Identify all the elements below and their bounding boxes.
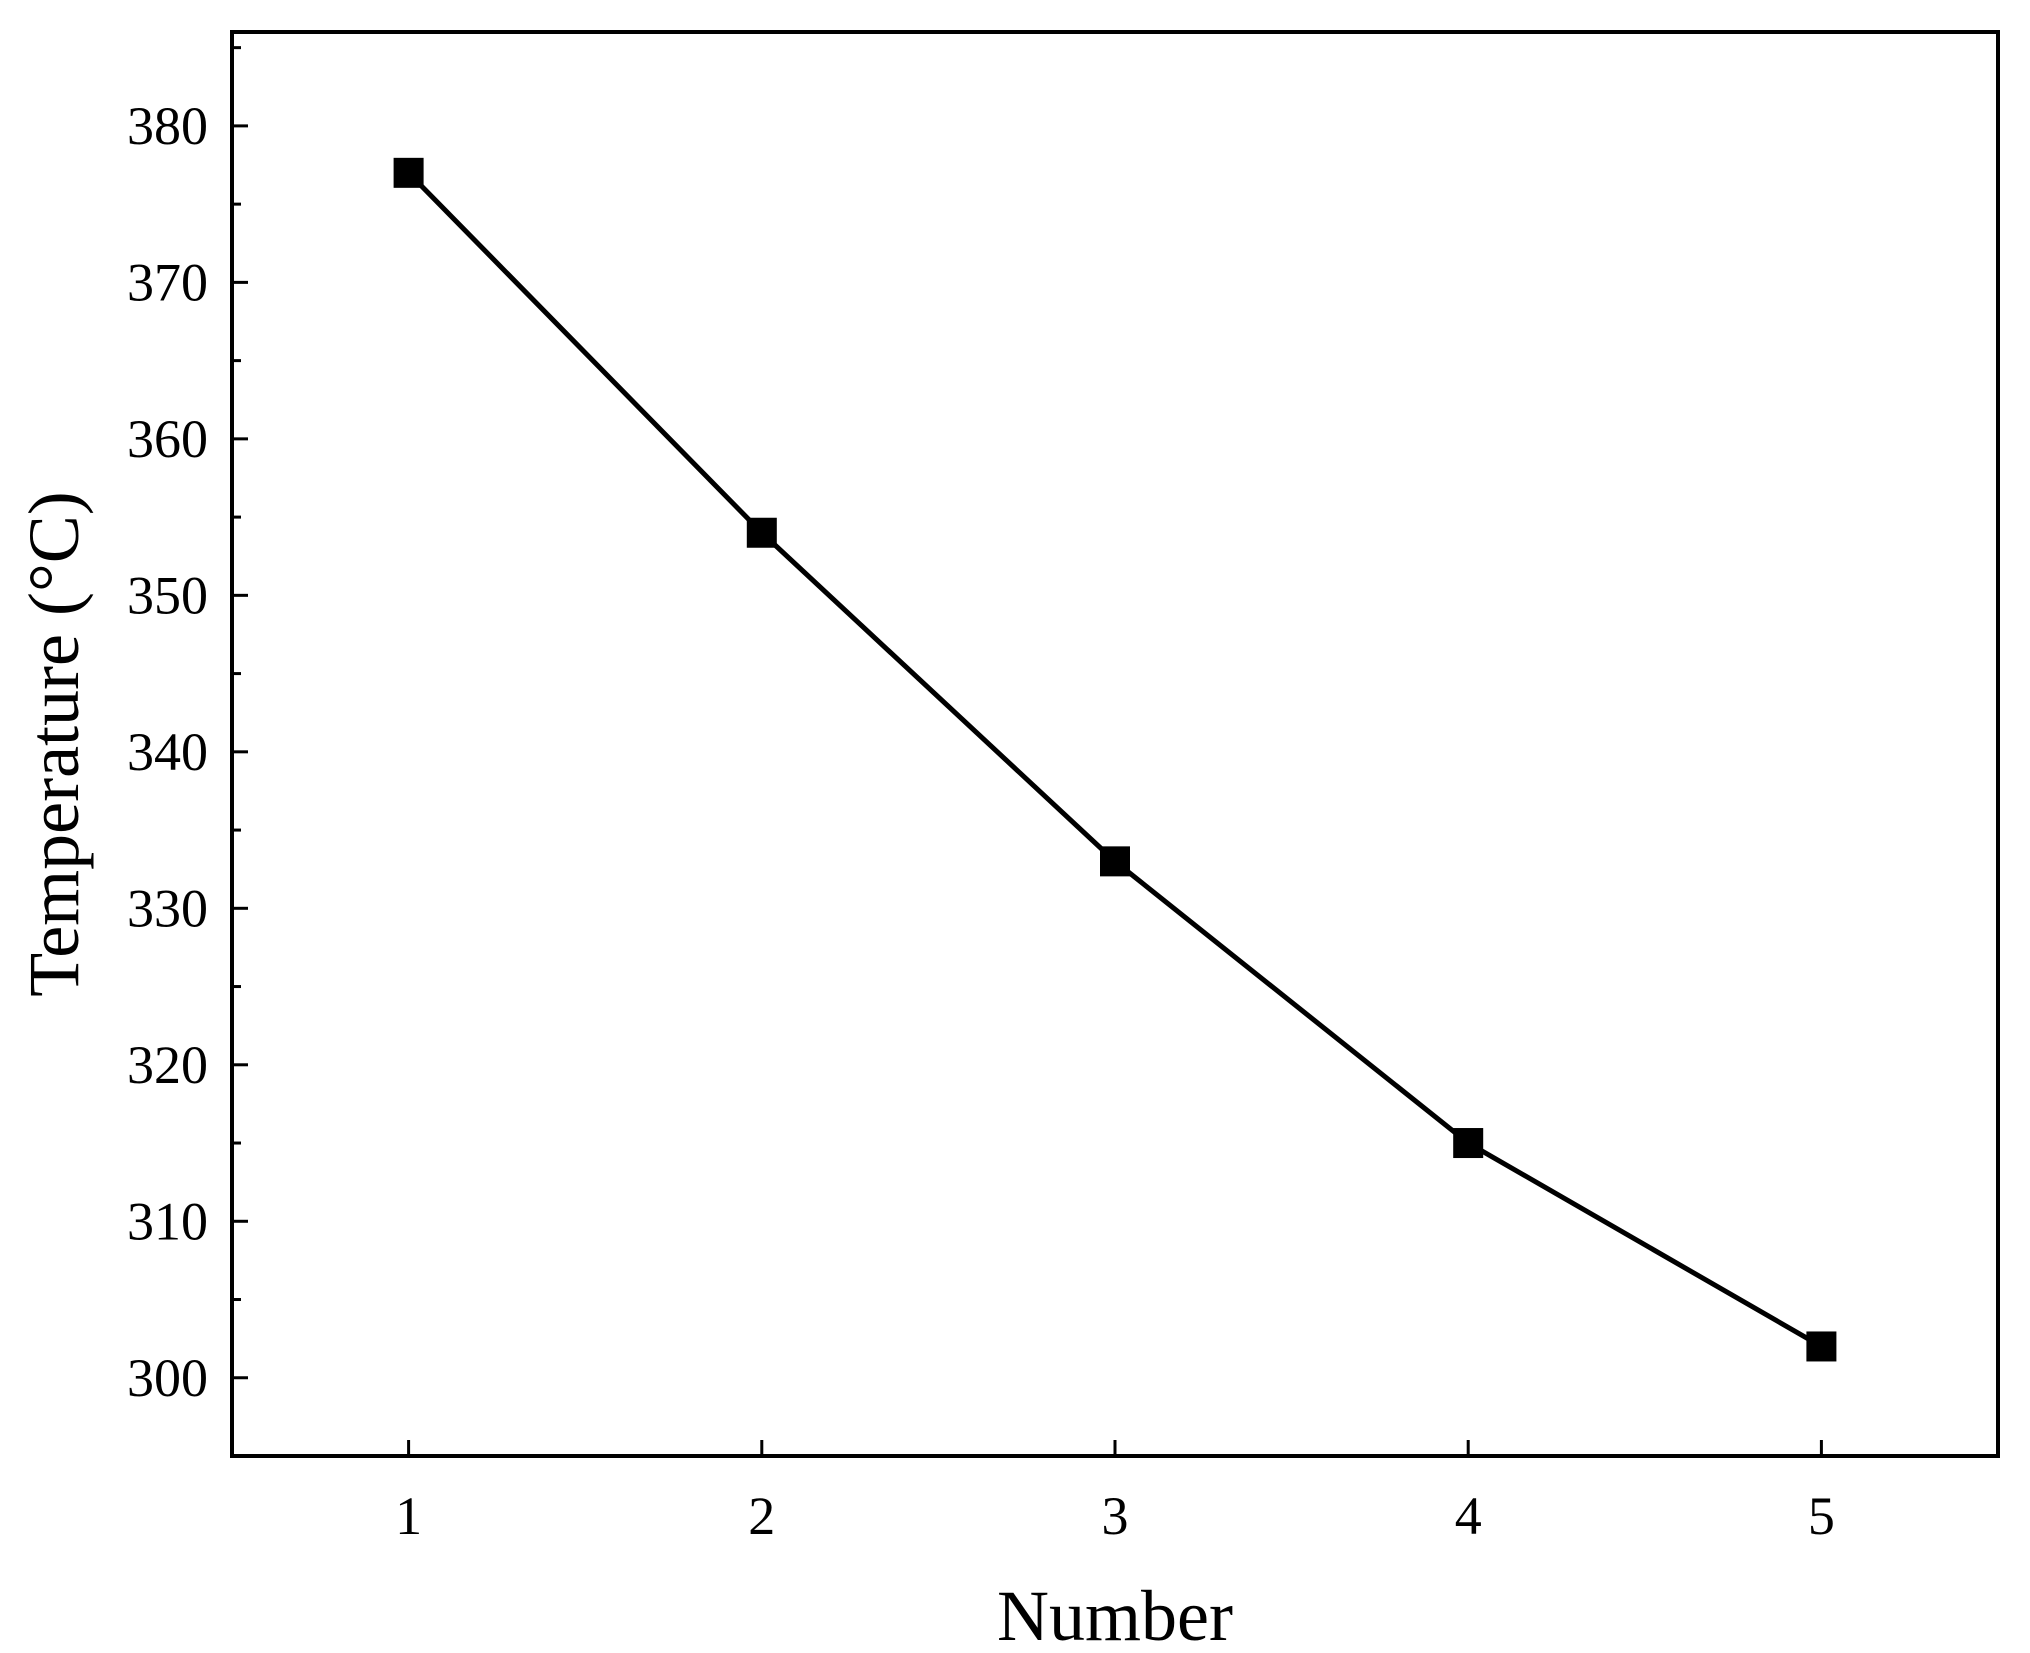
y-tick-label: 360 xyxy=(127,409,208,469)
x-tick-label: 3 xyxy=(1102,1486,1129,1546)
x-axis-ticks: 1 2 3 4 5 xyxy=(395,1440,1835,1546)
series-layer xyxy=(393,157,1837,1362)
y-tick-label: 370 xyxy=(127,252,208,312)
y-tick-label: 320 xyxy=(127,1035,208,1095)
y-axis-title: Temperature (°C) xyxy=(14,491,94,997)
x-tick-label: 5 xyxy=(1808,1486,1835,1546)
x-axis-title: Number xyxy=(997,1576,1233,1653)
y-tick-label: 330 xyxy=(127,878,208,938)
data-point-marker xyxy=(1806,1331,1837,1362)
x-tick-label: 1 xyxy=(395,1486,422,1546)
y-tick-label: 340 xyxy=(127,722,208,782)
y-tick-label: 300 xyxy=(127,1348,208,1408)
x-tick-label: 2 xyxy=(748,1486,775,1546)
x-tick-label: 4 xyxy=(1455,1486,1482,1546)
y-axis-ticks: 300 310 320 330 340 350 360 370 380 xyxy=(127,46,248,1458)
data-point-marker xyxy=(1453,1128,1484,1159)
data-point-marker xyxy=(746,517,777,548)
y-tick-label: 350 xyxy=(127,565,208,625)
y-tick-label: 380 xyxy=(127,96,208,156)
y-tick-label: 310 xyxy=(127,1191,208,1251)
data-point-marker xyxy=(1100,846,1130,877)
data-point-marker xyxy=(393,157,424,188)
